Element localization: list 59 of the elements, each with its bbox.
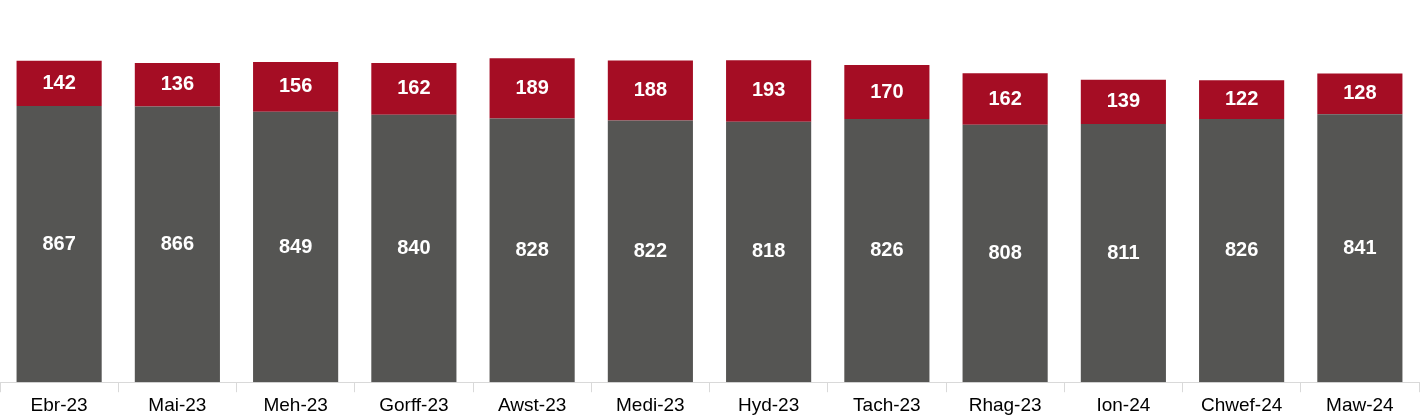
data-label: 156	[278, 74, 313, 97]
bar	[253, 62, 339, 112]
data-label: 188	[633, 77, 668, 100]
data-label: 826	[1224, 238, 1259, 261]
x-tick-label: Ion-24	[1096, 393, 1151, 415]
data-label: 189	[515, 75, 549, 98]
bar	[1199, 119, 1285, 383]
data-label: 822	[633, 238, 668, 261]
data-label: 139	[1106, 89, 1141, 112]
bar	[726, 60, 812, 122]
x-tick-label: Mai-23	[148, 393, 207, 415]
x-tick-label: Awst-23	[497, 393, 567, 415]
bar	[1080, 79, 1166, 124]
data-label: 849	[278, 234, 313, 257]
data-label: 162	[988, 86, 1022, 109]
bar	[844, 64, 930, 120]
data-label: 867	[42, 231, 76, 254]
data-label: 828	[515, 237, 549, 260]
data-label: 811	[1107, 240, 1140, 263]
data-label: 162	[397, 76, 431, 99]
data-label: 818	[751, 239, 786, 262]
bar	[607, 60, 693, 121]
data-label: 808	[988, 241, 1022, 264]
data-label: 170	[870, 79, 904, 102]
bar	[371, 63, 457, 115]
bar	[607, 120, 693, 383]
bar	[16, 106, 102, 383]
data-label: 128	[1343, 81, 1377, 104]
bar	[134, 106, 220, 383]
x-tick-label: Medi-23	[616, 393, 685, 415]
bar	[1199, 80, 1285, 120]
data-label: 136	[160, 72, 195, 95]
data-label: 840	[397, 235, 431, 258]
x-tick-label: Rhag-23	[968, 393, 1042, 415]
x-tick-label: Ebr-23	[30, 393, 88, 415]
x-tick-label: Maw-24	[1326, 393, 1395, 415]
bar	[16, 60, 102, 107]
data-label: 142	[42, 70, 76, 93]
x-tick-label: Tach-23	[853, 393, 921, 415]
bar	[1317, 114, 1403, 383]
bar	[489, 58, 575, 119]
bar	[844, 119, 930, 383]
data-label: 193	[751, 78, 786, 101]
bar	[253, 111, 339, 383]
bar	[489, 118, 575, 383]
data-label: 826	[870, 238, 904, 261]
bar	[134, 63, 220, 107]
data-label: 122	[1224, 87, 1259, 110]
bar	[962, 124, 1048, 383]
x-tick-label: Chwef-24	[1200, 393, 1283, 415]
x-tick-label: Meh-23	[263, 393, 328, 415]
data-label: 866	[160, 231, 195, 254]
x-tick-label: Gorff-23	[379, 393, 449, 415]
data-label: 841	[1343, 235, 1377, 258]
bar	[962, 73, 1048, 125]
bar	[1080, 123, 1166, 383]
bar	[726, 121, 812, 383]
bar	[371, 114, 457, 383]
x-tick-label: Hyd-23	[738, 393, 800, 415]
